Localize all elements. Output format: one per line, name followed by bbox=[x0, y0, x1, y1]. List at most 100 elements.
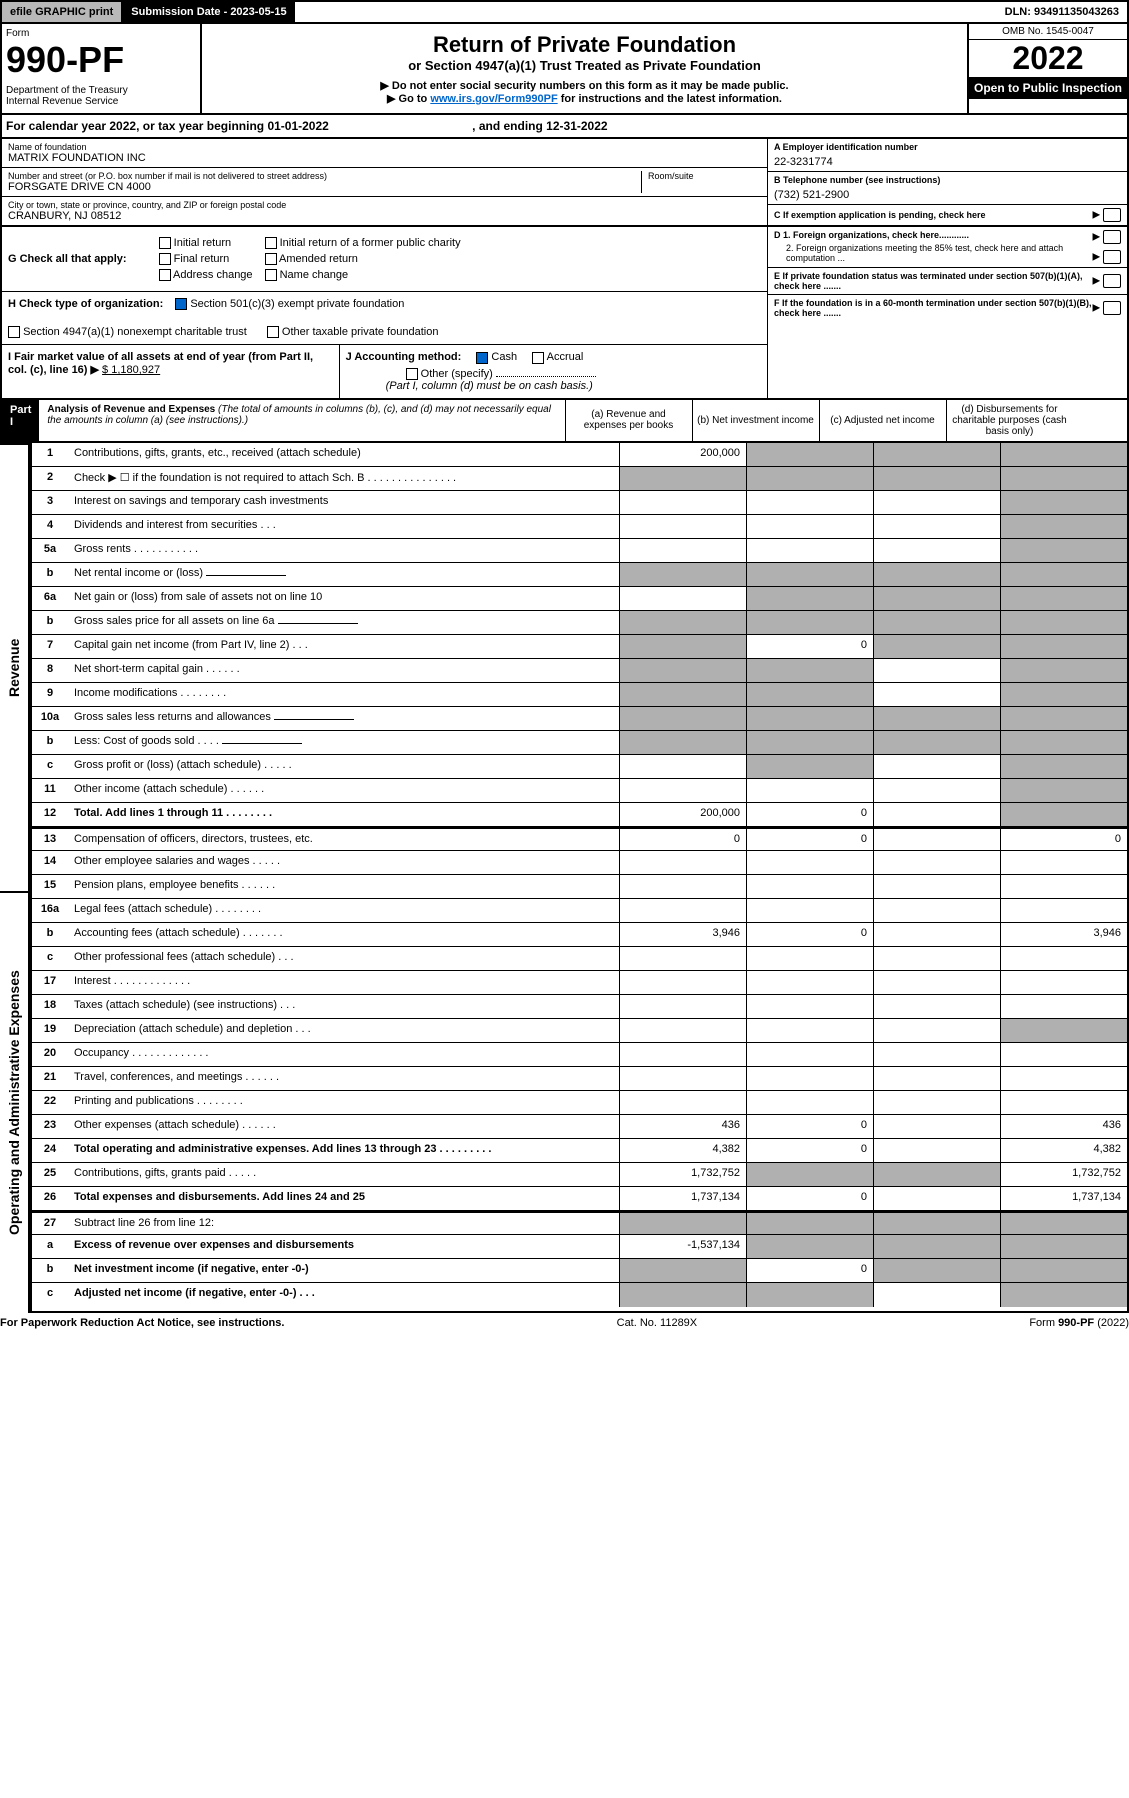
line-description: Total expenses and disbursements. Add li… bbox=[68, 1187, 619, 1210]
col-c-header: (c) Adjusted net income bbox=[819, 400, 946, 441]
city-label: City or town, state or province, country… bbox=[8, 200, 761, 210]
table-row: 26Total expenses and disbursements. Add … bbox=[32, 1187, 1127, 1211]
table-row: 5aGross rents . . . . . . . . . . . bbox=[32, 539, 1127, 563]
amended-return-checkbox[interactable] bbox=[265, 253, 277, 265]
line-number: c bbox=[32, 1283, 68, 1307]
line-number: 1 bbox=[32, 443, 68, 466]
cell bbox=[873, 1283, 1000, 1307]
accrual-checkbox[interactable] bbox=[532, 352, 544, 364]
part1-table: 1Contributions, gifts, grants, etc., rec… bbox=[30, 443, 1129, 1313]
line-number: 6a bbox=[32, 587, 68, 610]
cell bbox=[873, 1259, 1000, 1282]
ein-label: A Employer identification number bbox=[774, 142, 1121, 152]
cell bbox=[873, 1163, 1000, 1186]
omb-number: OMB No. 1545-0047 bbox=[969, 24, 1127, 40]
cell bbox=[746, 755, 873, 778]
cell bbox=[619, 587, 746, 610]
table-row: 14Other employee salaries and wages . . … bbox=[32, 851, 1127, 875]
cell bbox=[873, 851, 1000, 874]
initial-former-checkbox[interactable] bbox=[265, 237, 277, 249]
line-number: 18 bbox=[32, 995, 68, 1018]
c-label: C If exemption application is pending, c… bbox=[774, 210, 986, 220]
f-checkbox[interactable] bbox=[1103, 301, 1121, 315]
table-row: bNet rental income or (loss) bbox=[32, 563, 1127, 587]
line-description: Interest on savings and temporary cash i… bbox=[68, 491, 619, 514]
table-row: 27Subtract line 26 from line 12: bbox=[32, 1211, 1127, 1235]
initial-return-checkbox[interactable] bbox=[159, 237, 171, 249]
tax-year: 2022 bbox=[969, 40, 1127, 77]
cell bbox=[873, 947, 1000, 970]
final-return-checkbox[interactable] bbox=[159, 253, 171, 265]
cell bbox=[1000, 731, 1127, 754]
line-number: 5a bbox=[32, 539, 68, 562]
line-number: c bbox=[32, 947, 68, 970]
c-checkbox[interactable] bbox=[1103, 208, 1121, 222]
cell: 0 bbox=[746, 803, 873, 826]
cell bbox=[873, 707, 1000, 730]
cell: 0 bbox=[746, 1259, 873, 1282]
cell bbox=[619, 539, 746, 562]
cell bbox=[619, 635, 746, 658]
d2-checkbox[interactable] bbox=[1103, 250, 1121, 264]
cell bbox=[873, 635, 1000, 658]
cell: 3,946 bbox=[619, 923, 746, 946]
table-row: 24Total operating and administrative exp… bbox=[32, 1139, 1127, 1163]
cell bbox=[873, 1213, 1000, 1234]
cell bbox=[873, 659, 1000, 682]
cell: 1,732,752 bbox=[1000, 1163, 1127, 1186]
line-description: Legal fees (attach schedule) . . . . . .… bbox=[68, 899, 619, 922]
calendar-year-row: For calendar year 2022, or tax year begi… bbox=[0, 115, 1129, 139]
cell bbox=[1000, 1259, 1127, 1282]
cell bbox=[1000, 1043, 1127, 1066]
cell bbox=[619, 851, 746, 874]
cell bbox=[1000, 563, 1127, 586]
other-method-checkbox[interactable] bbox=[406, 368, 418, 380]
cell: 0 bbox=[619, 829, 746, 850]
line-number: a bbox=[32, 1235, 68, 1258]
phone-value: (732) 521-2900 bbox=[774, 189, 1121, 201]
4947a1-checkbox[interactable] bbox=[8, 326, 20, 338]
line-description: Contributions, gifts, grants paid . . . … bbox=[68, 1163, 619, 1186]
e-checkbox[interactable] bbox=[1103, 274, 1121, 288]
cell bbox=[873, 1187, 1000, 1210]
cell: 0 bbox=[746, 1139, 873, 1162]
cash-checkbox[interactable] bbox=[476, 352, 488, 364]
top-bar: efile GRAPHIC print Submission Date - 20… bbox=[0, 0, 1129, 24]
cell bbox=[619, 971, 746, 994]
cell bbox=[619, 1213, 746, 1234]
table-row: 11Other income (attach schedule) . . . .… bbox=[32, 779, 1127, 803]
line-number: 15 bbox=[32, 875, 68, 898]
f-label: F If the foundation is in a 60-month ter… bbox=[774, 298, 1093, 318]
name-change-checkbox[interactable] bbox=[265, 269, 277, 281]
foundation-info: Name of foundation MATRIX FOUNDATION INC… bbox=[0, 139, 1129, 227]
line-description: Total operating and administrative expen… bbox=[68, 1139, 619, 1162]
cell bbox=[1000, 947, 1127, 970]
cell bbox=[619, 947, 746, 970]
table-row: bGross sales price for all assets on lin… bbox=[32, 611, 1127, 635]
cell bbox=[746, 1163, 873, 1186]
table-row: 10aGross sales less returns and allowanc… bbox=[32, 707, 1127, 731]
cell: 436 bbox=[619, 1115, 746, 1138]
table-row: 2Check ▶ ☐ if the foundation is not requ… bbox=[32, 467, 1127, 491]
d1-checkbox[interactable] bbox=[1103, 230, 1121, 244]
address-change-checkbox[interactable] bbox=[159, 269, 171, 281]
cell bbox=[1000, 875, 1127, 898]
table-row: 15Pension plans, employee benefits . . .… bbox=[32, 875, 1127, 899]
footer-left: For Paperwork Reduction Act Notice, see … bbox=[0, 1317, 284, 1329]
j-label: J Accounting method: bbox=[346, 351, 462, 363]
cell bbox=[746, 947, 873, 970]
efile-print-button[interactable]: efile GRAPHIC print bbox=[2, 2, 123, 22]
cell bbox=[619, 1043, 746, 1066]
501c3-checkbox[interactable] bbox=[175, 298, 187, 310]
form990pf-link[interactable]: www.irs.gov/Form990PF bbox=[430, 93, 557, 105]
line-number: 26 bbox=[32, 1187, 68, 1210]
table-row: 17Interest . . . . . . . . . . . . . bbox=[32, 971, 1127, 995]
cell bbox=[746, 971, 873, 994]
table-row: aExcess of revenue over expenses and dis… bbox=[32, 1235, 1127, 1259]
line-description: Total. Add lines 1 through 11 . . . . . … bbox=[68, 803, 619, 826]
other-taxable-checkbox[interactable] bbox=[267, 326, 279, 338]
cell bbox=[746, 1043, 873, 1066]
cell bbox=[746, 539, 873, 562]
cell bbox=[1000, 995, 1127, 1018]
table-row: 23Other expenses (attach schedule) . . .… bbox=[32, 1115, 1127, 1139]
